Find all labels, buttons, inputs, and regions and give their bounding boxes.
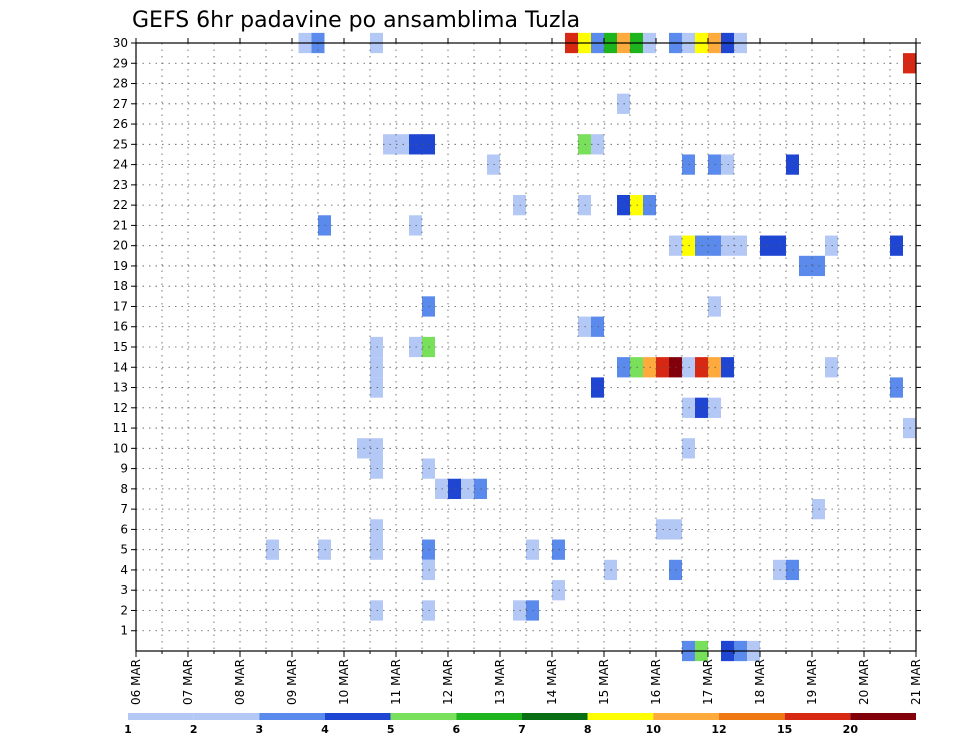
colorbar-label: 3 <box>256 723 264 736</box>
colorbar-label: 10 <box>646 723 662 736</box>
y-tick-label: 12 <box>113 401 128 415</box>
x-tick-label: 13 MAR <box>493 659 507 705</box>
grid-layer <box>136 43 916 651</box>
y-tick-label: 17 <box>113 299 128 313</box>
colorbar-label: 12 <box>711 723 726 736</box>
y-tick-label: 2 <box>120 603 128 617</box>
colorbar-segment <box>456 713 522 720</box>
colorbar-segment <box>587 713 654 720</box>
y-tick-label: 7 <box>120 502 128 516</box>
x-tick-label: 10 MAR <box>337 659 351 705</box>
colorbar-label: 20 <box>843 723 859 736</box>
x-tick-label: 14 MAR <box>545 659 559 705</box>
y-tick-label: 10 <box>113 441 128 455</box>
colorbar-segment <box>653 713 719 720</box>
y-tick-label: 13 <box>113 381 128 395</box>
y-tick-label: 11 <box>113 421 128 435</box>
y-tick-label: 27 <box>113 97 128 111</box>
y-tick-label: 21 <box>113 218 128 232</box>
colorbar-segment <box>850 713 916 720</box>
y-tick-label: 19 <box>113 259 128 273</box>
colorbar-segment <box>193 713 260 720</box>
y-tick-label: 29 <box>113 56 128 70</box>
chart-title: GEFS 6hr padavine po ansamblima Tuzla <box>132 8 580 33</box>
x-tick-label: 16 MAR <box>649 659 663 705</box>
y-tick-label: 4 <box>120 563 128 577</box>
y-tick-label: 3 <box>120 583 128 597</box>
colorbar-segment <box>128 713 194 720</box>
colorbar: 1 2 3 4 5 6 7 8 10 12 15 20 <box>124 713 916 736</box>
x-tick-label: 07 MAR <box>181 659 195 705</box>
y-tick-label: 26 <box>113 117 128 131</box>
x-tick-label: 21 MAR <box>909 659 923 705</box>
colorbar-segment <box>259 713 325 720</box>
x-tick-label: 09 MAR <box>285 659 299 705</box>
colorbar-segment <box>325 713 391 720</box>
colorbar-label: 15 <box>777 723 792 736</box>
y-tick-label: 5 <box>120 543 128 557</box>
colorbar-label: 7 <box>518 723 526 736</box>
colorbar-segment <box>719 713 785 720</box>
y-tick-label: 1 <box>120 624 128 638</box>
colorbar-label: 1 <box>124 723 132 736</box>
y-tick-label: 16 <box>113 320 128 334</box>
x-tick-label: 11 MAR <box>389 659 403 705</box>
colorbar-label: 8 <box>584 723 592 736</box>
x-tick-label: 20 MAR <box>857 659 871 705</box>
y-tick-label: 20 <box>113 239 128 253</box>
colorbar-segment <box>390 713 457 720</box>
colorbar-segment <box>522 713 588 720</box>
x-tick-label: 08 MAR <box>233 659 247 705</box>
x-tick-label: 15 MAR <box>597 659 611 705</box>
colorbar-label: 4 <box>321 723 329 736</box>
colorbar-segment <box>784 713 851 720</box>
y-axis: 1234567891011121314151617181920212223242… <box>113 36 921 638</box>
y-tick-label: 15 <box>113 340 128 354</box>
x-axis: 06 MAR 07 MAR 08 MAR 09 MAR 10 MAR 11 MAR 12 M… <box>129 38 923 705</box>
x-tick-label: 19 MAR <box>805 659 819 705</box>
y-tick-label: 9 <box>120 462 128 476</box>
x-tick-label: 12 MAR <box>441 659 455 705</box>
y-tick-label: 22 <box>113 198 128 212</box>
y-tick-label: 24 <box>113 158 128 172</box>
colorbar-label: 6 <box>453 723 461 736</box>
x-tick-label: 06 MAR <box>129 659 143 705</box>
y-tick-label: 18 <box>113 279 128 293</box>
y-tick-label: 8 <box>120 482 128 496</box>
y-tick-label: 14 <box>113 360 128 374</box>
x-tick-label: 17 MAR <box>701 659 715 705</box>
colorbar-label: 5 <box>387 723 395 736</box>
y-tick-label: 25 <box>113 137 128 151</box>
y-tick-label: 23 <box>113 178 128 192</box>
y-tick-label: 30 <box>113 36 128 50</box>
colorbar-label: 2 <box>190 723 198 736</box>
y-tick-label: 6 <box>120 522 128 536</box>
x-tick-label: 18 MAR <box>753 659 767 705</box>
y-tick-label: 28 <box>113 77 128 91</box>
